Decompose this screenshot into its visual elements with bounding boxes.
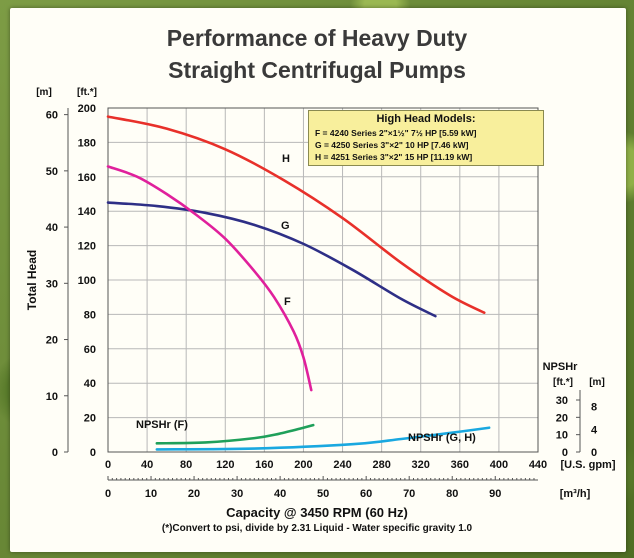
footer-note: (*)Convert to psi, divide by 2.31 Liquid… [161, 523, 473, 534]
y-tick-label-ft: 20 [84, 413, 96, 425]
y-tick-label-ft: 180 [78, 137, 96, 149]
npshr-tick-label-ft: 0 [562, 447, 568, 459]
npshr-axis-title: NPSHr [543, 361, 579, 373]
x-tick-label-metric: 10 [145, 488, 157, 500]
y-tick-label-m: 30 [46, 278, 58, 290]
x-tick-label-metric: 90 [489, 488, 501, 500]
npshr-unit-ft: [ft.*] [553, 377, 573, 388]
legend-line-g: G = 4250 Series 3"×2" 10 HP [7.46 kW] [315, 140, 469, 150]
legend-title: High Head Models: [376, 113, 476, 125]
x-tick-label-metric: 50 [317, 488, 329, 500]
y-tick-label-m: 40 [46, 222, 58, 234]
y-tick-label-m: 60 [46, 110, 58, 122]
y-unit-ft: [ft.*] [77, 87, 97, 98]
y-tick-label-m: 0 [52, 447, 58, 459]
x-tick-label-gpm: 360 [451, 459, 469, 471]
x-tick-label-gpm: 200 [294, 459, 312, 471]
x-tick-label-metric: 60 [360, 488, 372, 500]
legend-box: High Head Models: F = 4240 Series 2"×1½"… [308, 110, 544, 166]
y-tick-label-ft: 80 [84, 309, 96, 321]
y-tick-label-ft: 100 [78, 275, 96, 287]
y-tick-label-m: 50 [46, 166, 58, 178]
y-tick-label-ft: 120 [78, 241, 96, 253]
y-tick-label-ft: 200 [78, 103, 96, 115]
npshr-tick-label-ft: 30 [556, 395, 568, 407]
series-line-g [106, 201, 437, 318]
x-tick-label-gpm: 440 [529, 459, 547, 471]
series-label-f: F [284, 296, 291, 308]
x-tick-label-gpm: 40 [141, 459, 153, 471]
series-label-h: H [282, 153, 290, 165]
x-tick-label-gpm: 0 [105, 459, 111, 471]
x-unit-metric: [m³/h] [560, 488, 591, 500]
legend-line-f: F = 4240 Series 2"×1½" 7½ HP [5.59 kW] [315, 128, 477, 138]
chart-title-line1: Performance of Heavy Duty [166, 25, 468, 51]
series-label-g: G [281, 220, 290, 232]
x-tick-label-gpm: 240 [333, 459, 351, 471]
y-axis-title: Total Head [25, 250, 39, 310]
x-tick-label-gpm: 320 [412, 459, 430, 471]
chart-title: Performance of Heavy Duty Straight Centr… [0, 22, 634, 86]
npshr-tick-label-m: 8 [591, 402, 597, 414]
y-unit-m: [m] [36, 87, 52, 98]
x-tick-label-gpm: 80 [180, 459, 192, 471]
series-line-h [106, 115, 486, 314]
x-tick-label-gpm: 280 [372, 459, 390, 471]
series-line-f [106, 165, 313, 392]
y-tick-label-ft: 160 [78, 172, 96, 184]
series-label-npshr-f: NPSHr (F) [136, 419, 188, 431]
x-tick-label-metric: 30 [231, 488, 243, 500]
capacity-label: Capacity @ 3450 RPM (60 Hz) [226, 505, 408, 520]
series-line-npshr-g-h [155, 426, 491, 451]
y-tick-label-ft: 60 [84, 344, 96, 356]
x-tick-label-metric: 0 [105, 488, 111, 500]
x-tick-label-gpm: 160 [255, 459, 273, 471]
x-tick-label-metric: 70 [403, 488, 415, 500]
y-tick-label-m: 20 [46, 335, 58, 347]
x-tick-label-gpm: 120 [216, 459, 234, 471]
series-label-npshr-gh: NPSHr (G, H) [408, 432, 476, 444]
npshr-tick-label-m: 0 [591, 447, 597, 459]
npshr-tick-label-m: 4 [591, 424, 598, 436]
chart-title-line2: Straight Centrifugal Pumps [168, 57, 466, 83]
x-tick-label-metric: 20 [188, 488, 200, 500]
npshr-unit-m: [m] [589, 377, 605, 388]
legend-line-h: H = 4251 Series 3"×2" 15 HP [11.19 kW] [315, 152, 473, 162]
y-tick-label-ft: 0 [90, 447, 96, 459]
npshr-tick-label-ft: 20 [556, 412, 568, 424]
x-tick-label-metric: 40 [274, 488, 286, 500]
npshr-tick-label-ft: 10 [556, 430, 568, 442]
x-unit-gpm: [U.S. gpm] [561, 459, 616, 471]
y-tick-label-m: 10 [46, 391, 58, 403]
series-line-npshr-f [155, 423, 315, 445]
plot-frame [107, 107, 539, 453]
y-tick-label-ft: 140 [78, 206, 96, 218]
x-tick-label-metric: 80 [446, 488, 458, 500]
y-tick-label-ft: 40 [84, 378, 96, 390]
x-tick-label-gpm: 400 [490, 459, 508, 471]
